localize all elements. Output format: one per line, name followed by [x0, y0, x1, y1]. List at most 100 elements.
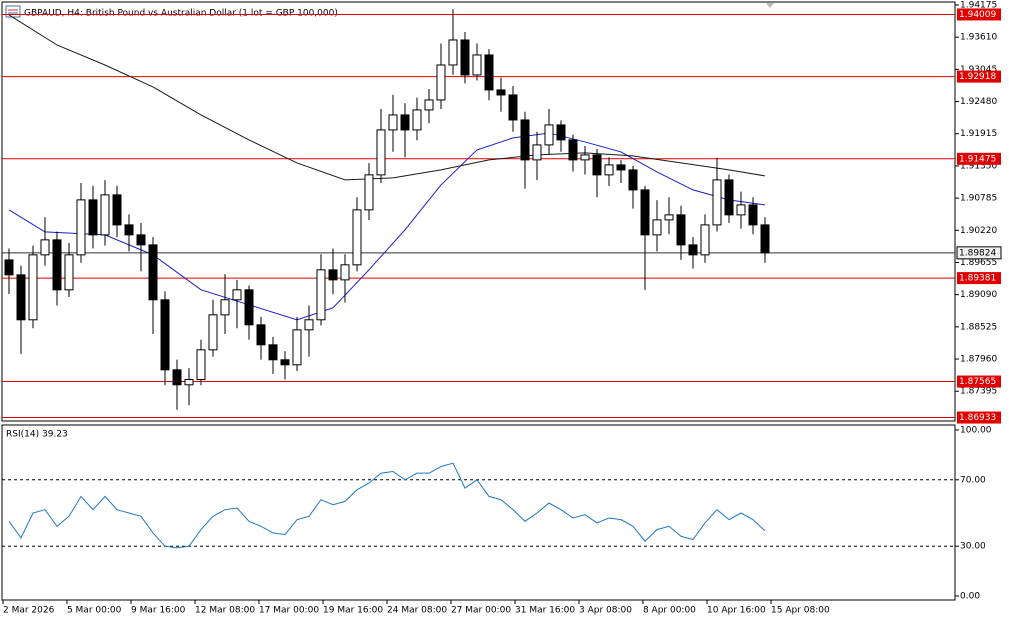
candle-body: [640, 189, 650, 236]
y-tick-label: 1.87395: [960, 387, 997, 397]
chart-icon: [5, 5, 21, 18]
candle-body: [556, 124, 566, 141]
candle-body: [532, 144, 542, 161]
candle-body: [148, 244, 158, 301]
level-label: 1.94009: [959, 10, 996, 20]
candle-body: [28, 254, 38, 321]
candle-body: [688, 244, 698, 256]
rsi-current: 39.23: [42, 430, 68, 440]
candle-body: [736, 204, 746, 216]
candle-body: [40, 239, 50, 256]
y-tick-label: 1.89655: [960, 258, 997, 268]
y-tick-label: 1.87960: [960, 355, 997, 365]
level-label: 1.87565: [959, 377, 996, 387]
rsi-line: [8, 462, 766, 549]
candle-body: [112, 194, 122, 226]
level-label-box: [957, 8, 1001, 21]
candle-body: [496, 89, 506, 96]
shift-marker: [766, 3, 774, 8]
x-tick-label: 15 Apr 08:00: [771, 606, 830, 616]
y-tick-label: 70.00: [960, 475, 986, 485]
candle-body: [748, 204, 758, 226]
level-label: 1.89381: [959, 274, 996, 284]
candle-body: [268, 344, 278, 361]
candle-body: [580, 154, 590, 161]
y-tick-label: 1.92480: [960, 97, 997, 107]
current-price-label: 1.89824: [959, 248, 996, 258]
x-tick-label: 17 Mar 00:00: [259, 606, 319, 616]
candle-body: [364, 174, 374, 211]
candle-body: [124, 224, 134, 236]
level-label: 1.92918: [959, 72, 996, 82]
candle-body: [436, 64, 446, 101]
candle-body: [664, 214, 674, 221]
y-tick-label: 1.93610: [960, 33, 997, 43]
candle-body: [88, 199, 98, 236]
candle-body: [568, 139, 578, 161]
x-tick-label: 3 Apr 08:00: [579, 606, 632, 616]
candle-body: [244, 289, 254, 326]
candle-body: [340, 264, 350, 281]
x-tick-label: 19 Mar 16:00: [323, 606, 383, 616]
x-tick-label: 10 Apr 16:00: [707, 606, 766, 616]
level-label-box: [957, 272, 1001, 285]
candle-body: [616, 164, 626, 171]
y-tick-label: 1.90785: [960, 194, 997, 204]
candle-body: [472, 54, 482, 76]
candle-body: [724, 179, 734, 216]
candle-body: [292, 329, 302, 366]
x-tick-label: 27 Mar 00:00: [451, 606, 511, 616]
x-tick-label: 8 Apr 00:00: [643, 606, 696, 616]
candle-body: [628, 169, 638, 191]
candle-body: [256, 324, 266, 346]
y-tick-label: 100.00: [960, 426, 992, 436]
x-tick-label: 31 Mar 16:00: [515, 606, 575, 616]
rsi-title: RSI(14): [6, 430, 39, 440]
x-tick-label: 2 Mar 2026: [3, 606, 55, 616]
y-tick-label: 1.94175: [960, 1, 997, 11]
level-label-box: [957, 375, 1001, 388]
candle-body: [400, 114, 410, 131]
candle-body: [376, 129, 386, 176]
candle-body: [208, 314, 218, 351]
x-tick-label: 12 Mar 08:00: [195, 606, 255, 616]
y-tick-label: 1.93045: [960, 65, 997, 75]
candle-body: [316, 269, 326, 321]
candle-body: [712, 179, 722, 226]
y-tick-label: 1.88525: [960, 322, 997, 332]
candle-body: [196, 349, 206, 381]
candle-body: [52, 239, 62, 291]
level-label-box: [957, 411, 1001, 424]
candle-body: [352, 209, 362, 266]
y-tick-label: 0.00: [960, 592, 980, 602]
candle-body: [136, 234, 146, 246]
candle-body: [604, 164, 614, 176]
candle-body: [520, 119, 530, 161]
candle-body: [100, 194, 110, 236]
candle-body: [448, 39, 458, 66]
x-tick-label: 9 Mar 16:00: [131, 606, 186, 616]
candle-body: [304, 319, 314, 331]
x-tick-label: 24 Mar 08:00: [387, 606, 447, 616]
candle-body: [160, 299, 170, 371]
level-label: 1.86933: [959, 413, 996, 423]
candle-body: [4, 259, 14, 276]
candle-body: [424, 99, 434, 111]
candle-body: [232, 289, 242, 301]
candle-body: [328, 269, 338, 281]
candle-body: [508, 94, 518, 121]
candle-body: [652, 219, 662, 236]
candle-body: [412, 109, 422, 131]
candle-body: [76, 199, 86, 256]
candle-body: [172, 369, 182, 386]
y-tick-label: 1.91350: [960, 161, 997, 171]
candle-body: [676, 214, 686, 246]
current-price-box: [956, 246, 1002, 260]
y-tick-label: 1.91915: [960, 129, 997, 139]
candle-body: [760, 224, 770, 254]
candle-body: [544, 124, 554, 146]
rsi-panel: [1, 424, 956, 601]
level-label: 1.91475: [959, 154, 996, 164]
